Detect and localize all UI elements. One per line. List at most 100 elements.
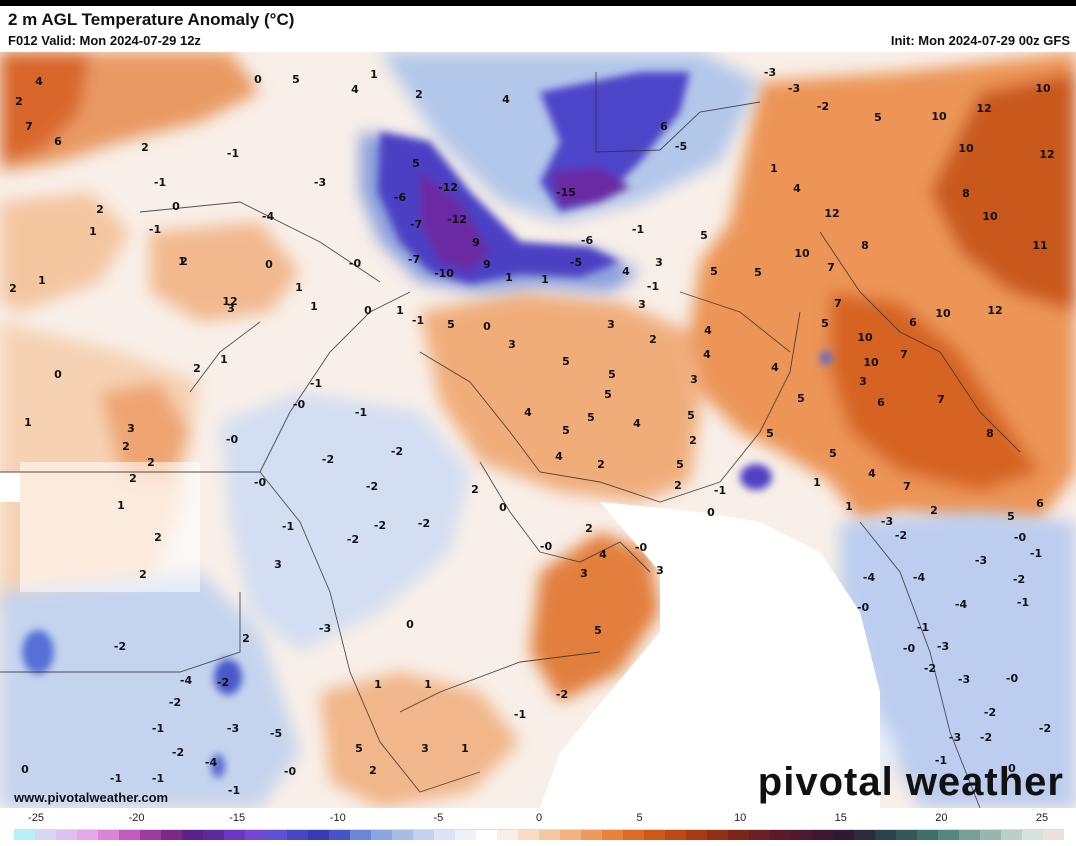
anomaly-value-label: -0 <box>226 433 239 446</box>
anomaly-value-label: 0 <box>406 618 414 631</box>
anomaly-value-label: 7 <box>25 120 33 133</box>
colorbar-tick-label: -20 <box>128 812 145 824</box>
anomaly-value-label: 10 <box>982 210 998 223</box>
anomaly-value-label: 7 <box>900 348 908 361</box>
anomaly-value-label: 3 <box>690 373 698 386</box>
anomaly-value-label: -5 <box>675 140 687 153</box>
anomaly-value-label: 12 <box>976 102 991 115</box>
anomaly-value-label: -3 <box>319 622 331 635</box>
anomaly-value-label: -2 <box>374 519 386 532</box>
anomaly-value-label: -1 <box>714 484 726 497</box>
colorbar-segment <box>35 830 56 840</box>
anomaly-value-label: 5 <box>676 458 684 471</box>
anomaly-value-label: 7 <box>834 297 842 310</box>
anomaly-value-label: -1 <box>310 377 322 390</box>
anomaly-value-label: 1 <box>770 162 778 175</box>
anomaly-value-label: 1 <box>396 304 404 317</box>
anomaly-value-label: -1 <box>149 223 161 236</box>
anomaly-value-label: 10 <box>958 142 974 155</box>
anomaly-value-label: 3 <box>656 564 664 577</box>
anomaly-value-label: -1 <box>917 621 929 634</box>
anomaly-value-label: 5 <box>355 742 363 755</box>
colorbar-segment <box>119 830 140 840</box>
anomaly-value-label: -3 <box>949 731 961 744</box>
anomaly-value-label: -3 <box>881 515 893 528</box>
anomaly-value-label: -1 <box>152 772 164 785</box>
anomaly-value-label: 6 <box>54 135 62 148</box>
anomaly-value-label: 5 <box>412 157 420 170</box>
anomaly-value-label: 9 <box>472 236 480 249</box>
colorbar-segment <box>245 830 266 840</box>
anomaly-value-label: -1 <box>110 772 122 785</box>
anomaly-value-label: 10 <box>935 307 951 320</box>
anomaly-value-label: 1 <box>24 416 32 429</box>
colorbar-segment <box>917 830 938 840</box>
anomaly-value-label: -6 <box>581 234 594 247</box>
anomaly-value-label: 1 <box>845 500 853 513</box>
anomaly-value-label: 6 <box>660 120 668 133</box>
anomaly-value-label: 5 <box>754 266 762 279</box>
anomaly-value-label: 3 <box>421 742 429 755</box>
colorbar-segment <box>77 830 98 840</box>
anomaly-value-label: 5 <box>687 409 695 422</box>
colorbar-segment <box>896 830 917 840</box>
anomaly-value-label: 4 <box>703 348 711 361</box>
anomaly-value-label: 1 <box>89 225 97 238</box>
anomaly-value-label: 3 <box>127 422 135 435</box>
anomaly-value-label: 1 <box>370 68 378 81</box>
warm-anomaly-fields <box>0 52 1076 808</box>
website-url: www.pivotalweather.com <box>14 790 169 805</box>
anomaly-value-label: 4 <box>351 83 359 96</box>
anomaly-value-label: -2 <box>817 100 829 113</box>
anomaly-value-label: -0 <box>635 541 648 554</box>
colorbar-segment <box>938 830 959 840</box>
anomaly-value-label: 2 <box>141 141 149 154</box>
anomaly-value-label: 4 <box>555 450 563 463</box>
colorbar-segment <box>791 830 812 840</box>
anomaly-value-label: 0 <box>54 368 62 381</box>
anomaly-value-label: 2 <box>597 458 605 471</box>
colorbar-segment <box>350 830 371 840</box>
anomaly-value-label: -2 <box>366 480 378 493</box>
anomaly-value-label: -2 <box>391 445 403 458</box>
anomaly-value-label: 7 <box>903 480 911 493</box>
anomaly-value-label: -1 <box>154 176 166 189</box>
anomaly-value-label: 2 <box>930 504 938 517</box>
colorbar-segment <box>497 830 518 840</box>
anomaly-value-label: 7 <box>937 393 945 406</box>
colorbar-segment <box>224 830 245 840</box>
map-header: 2 m AGL Temperature Anomaly (°C) F012 Va… <box>0 6 1076 52</box>
anomaly-value-label: 0 <box>364 304 372 317</box>
anomaly-value-label: -3 <box>958 673 970 686</box>
anomaly-value-label: 4 <box>524 406 532 419</box>
anomaly-value-label: 4 <box>599 548 607 561</box>
anomaly-map: 0 5 1 4 2 4 -3 -3 -2 10 12 10 4 2 7 6 2 -1 5 -12 -15 6 -5 5 10 12… <box>0 52 1076 808</box>
colorbar-tick-label: 25 <box>1035 812 1049 824</box>
anomaly-value-label: 2 <box>674 479 682 492</box>
anomaly-value-label: 12 <box>222 295 237 308</box>
anomaly-value-label: 1 <box>220 353 228 366</box>
anomaly-value-label: 5 <box>562 355 570 368</box>
colorbar-segment <box>182 830 203 840</box>
anomaly-value-label: -2 <box>322 453 334 466</box>
anomaly-value-label: -4 <box>180 674 193 687</box>
anomaly-value-label: -2 <box>169 696 181 709</box>
anomaly-value-label: 2 <box>689 434 697 447</box>
anomaly-value-label: 5 <box>874 111 882 124</box>
colorbar-segment <box>875 830 896 840</box>
anomaly-value-label: 10 <box>857 331 873 344</box>
anomaly-value-label: -2 <box>1013 573 1025 586</box>
colorbar-segment <box>392 830 413 840</box>
anomaly-value-label: -3 <box>764 66 776 79</box>
colorbar-segment <box>203 830 224 840</box>
anomaly-value-label: 3 <box>638 298 646 311</box>
colorbar-tick-label: -15 <box>229 812 246 824</box>
anomaly-value-label: -4 <box>863 571 876 584</box>
anomaly-value-label: 9 <box>483 258 491 271</box>
anomaly-value-label: -5 <box>270 727 282 740</box>
colorbar-segment <box>98 830 119 840</box>
anomaly-value-label: -1 <box>632 223 644 236</box>
anomaly-value-label: 0 <box>483 320 491 333</box>
anomaly-value-label: 3 <box>580 567 588 580</box>
